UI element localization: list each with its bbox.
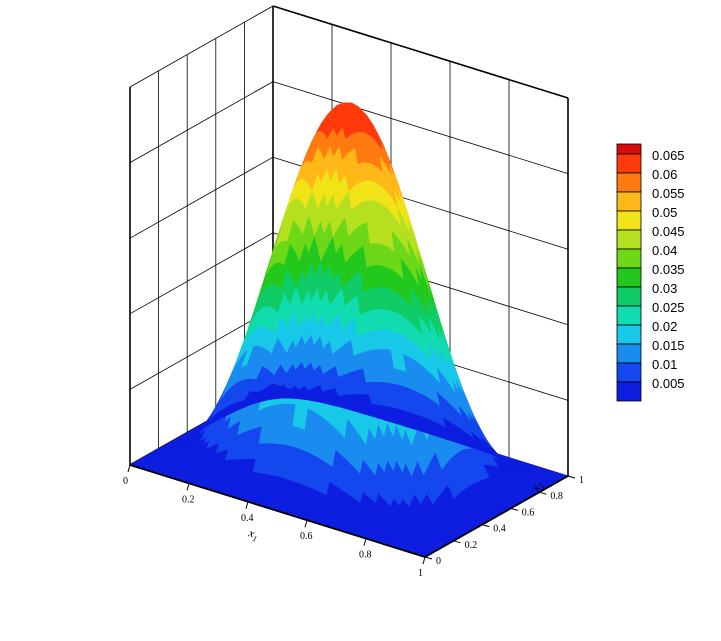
color-legend: 0.065 0.06 0.055 0.05 0.045 0.04 0.035 0.03 0.02… — [616, 143, 685, 402]
legend-swatch — [616, 381, 642, 402]
legend-label: 0.055 — [652, 186, 685, 201]
x-tick — [127, 464, 131, 473]
grid-line — [129, 5, 274, 88]
x-tick-label: 0.6 — [300, 531, 313, 542]
surface-mesh — [129, 102, 569, 558]
x-tick — [422, 556, 426, 565]
legend-swatch — [616, 267, 642, 288]
legend-swatch — [616, 286, 642, 307]
legend-swatch — [616, 343, 642, 364]
y-tick — [453, 540, 461, 544]
legend-swatch — [616, 210, 642, 231]
legend-swatch — [616, 362, 642, 383]
y-axis-ticks: 0 0.2 0.4 0.6 0.8 1 — [424, 475, 584, 567]
y-tick — [424, 556, 433, 560]
grid-line — [129, 308, 274, 390]
legend-swatch — [616, 153, 642, 174]
y-tick — [539, 491, 547, 495]
y-tick — [510, 507, 518, 511]
x-tick-label: 1 — [418, 568, 423, 579]
legend-swatch — [616, 248, 642, 269]
grid-line — [129, 232, 274, 315]
legend-swatch — [616, 324, 642, 345]
x-axis-label: x1 — [246, 525, 261, 543]
axis-edge — [424, 475, 569, 558]
legend-label: 0.015 — [652, 338, 685, 353]
legend-swatch — [616, 143, 642, 155]
legend-label: 0.02 — [652, 319, 677, 334]
y-tick-label: 0.6 — [522, 507, 535, 518]
legend-label: 0.005 — [652, 376, 685, 391]
x-tick-label: 0.2 — [182, 494, 195, 505]
legend-swatch — [616, 172, 642, 193]
x-tick — [245, 501, 249, 509]
legend-swatch — [616, 191, 642, 212]
axis-edge — [129, 464, 426, 558]
y-tick-label: 0 — [436, 556, 441, 567]
x-axis-ticks: 0 0.2 0.4 0.6 0.8 1 — [123, 464, 426, 579]
grid-line — [129, 156, 274, 239]
legend-label: 0.05 — [652, 205, 677, 220]
x-tick — [304, 520, 308, 528]
y-tick-label: 0.4 — [493, 524, 506, 535]
x-tick — [186, 483, 190, 491]
x-tick-label: 0.4 — [241, 513, 254, 524]
legend-swatch — [616, 305, 642, 326]
grid-line — [272, 5, 569, 99]
grid-line — [129, 81, 274, 163]
x-tick-label: 0 — [123, 476, 128, 487]
legend-label: 0.01 — [652, 357, 677, 372]
legend-label: 0.035 — [652, 262, 685, 277]
legend-label: 0.03 — [652, 281, 677, 296]
legend-label: 0.025 — [652, 300, 685, 315]
x-tick-label: 0.8 — [359, 550, 372, 561]
y-tick — [567, 475, 576, 479]
legend-label: 0.04 — [652, 243, 677, 258]
legend-label: 0.065 — [652, 148, 685, 163]
y-tick — [482, 524, 490, 528]
x-tick — [363, 538, 367, 546]
legend-swatch — [616, 229, 642, 250]
surface-cell — [269, 383, 280, 388]
axis-box-frame — [129, 464, 569, 558]
y-tick-label: 1 — [579, 475, 584, 486]
legend-label: 0.06 — [652, 167, 677, 182]
grid-line — [272, 81, 569, 174]
y-tick-label: 0.8 — [550, 491, 563, 502]
y-tick-label: 0.2 — [465, 540, 478, 551]
legend-label: 0.045 — [652, 224, 685, 239]
